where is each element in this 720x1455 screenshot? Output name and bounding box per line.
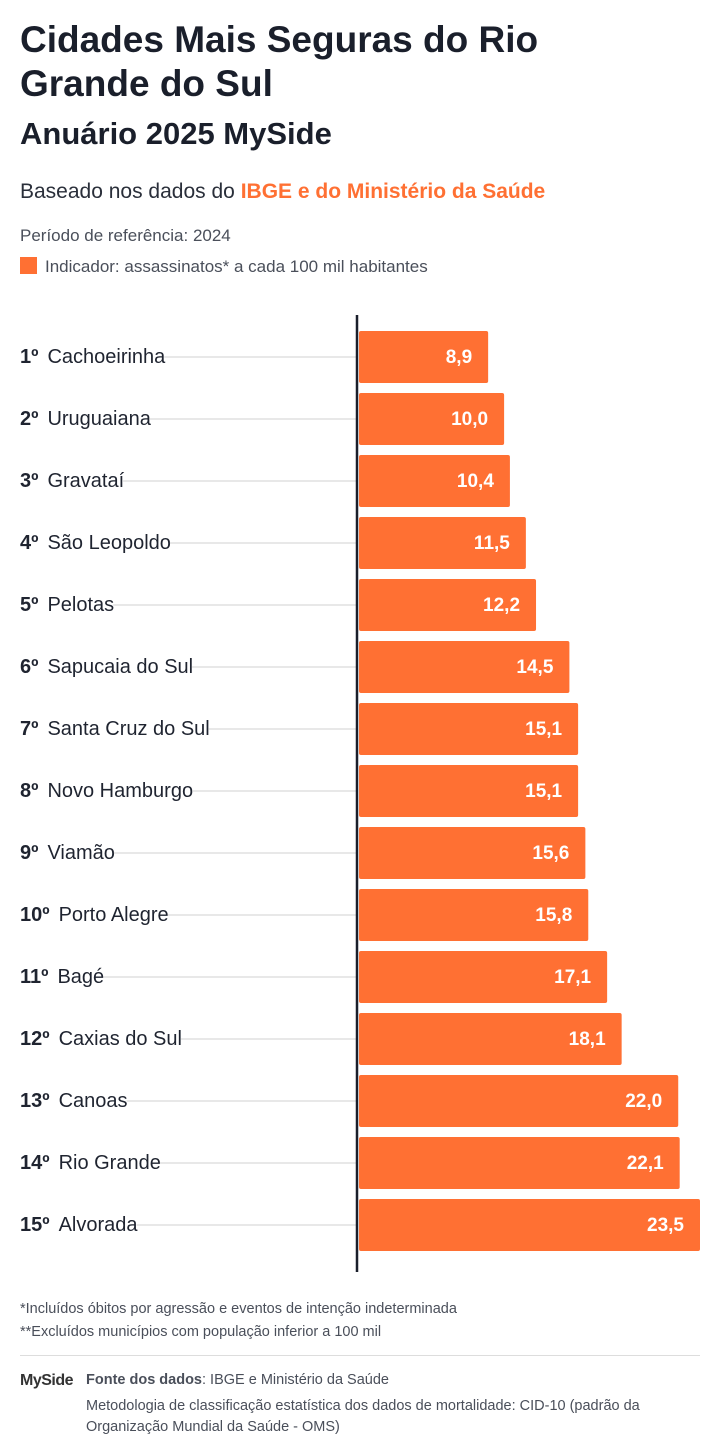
city: Viamão: [47, 842, 114, 864]
value-label: 22,0: [625, 1091, 662, 1112]
logo: MySide: [20, 1372, 74, 1389]
bar: [359, 393, 505, 445]
bar: [359, 331, 489, 383]
category-label: 2º Uruguaiana: [20, 408, 152, 430]
city: Gravataí: [47, 470, 124, 492]
city: Santa Cruz do Sul: [47, 718, 209, 740]
rank: 9º: [20, 842, 38, 864]
value-label: 15,1: [525, 719, 562, 740]
city: Uruguaiana: [47, 408, 151, 430]
rank: 3º: [20, 470, 38, 492]
rank: 11º: [20, 966, 48, 988]
city: Bagé: [57, 966, 104, 988]
city: Alvorada: [59, 1214, 139, 1236]
rank: 13º: [20, 1090, 50, 1112]
city: Rio Grande: [59, 1152, 161, 1174]
period: Período de referência: 2024: [20, 226, 231, 245]
rank: 7º: [20, 718, 38, 740]
value-label: 10,0: [451, 409, 488, 430]
rank: 8º: [20, 780, 38, 802]
bar: [359, 1013, 622, 1065]
category-label: 8º Novo Hamburgo: [20, 780, 193, 802]
chart: 1º Cachoeirinha 8,9 2º Uruguaiana 10,0 3º Grava…: [20, 315, 700, 1272]
value-label: 22,1: [627, 1153, 664, 1174]
value-label: 18,1: [569, 1029, 606, 1050]
bar: [359, 641, 570, 693]
value-label: 11,5: [474, 533, 510, 554]
bar: [359, 455, 510, 507]
bar: [359, 827, 586, 879]
rank: 6º: [20, 656, 38, 678]
city: São Leopoldo: [47, 532, 170, 554]
category-label: 7º Santa Cruz do Sul: [20, 718, 210, 740]
chart-title: Cidades Mais Seguras do Rio Grande do Su…: [20, 19, 539, 104]
rank: 12º: [20, 1028, 50, 1050]
value-label: 23,5: [647, 1215, 684, 1236]
bar: [359, 889, 589, 941]
bar: [359, 951, 608, 1003]
category-label: 10º Porto Alegre: [20, 904, 169, 926]
value-label: 12,2: [483, 595, 520, 616]
footer-source: Fonte dos dados: IBGE e Ministério da Sa…: [86, 1372, 389, 1388]
category-label: 13º Canoas: [20, 1090, 128, 1112]
bar: [359, 765, 579, 817]
city: Cachoeirinha: [47, 346, 166, 368]
bar: [359, 579, 537, 631]
rank: 5º: [20, 594, 38, 616]
rank: 15º: [20, 1214, 50, 1236]
category-label: 14º Rio Grande: [20, 1152, 161, 1174]
category-label: 15º Alvorada: [20, 1214, 138, 1236]
value-label: 15,8: [535, 905, 572, 926]
chart-subtitle: Anuário 2025 MySide: [20, 116, 332, 151]
value-label: 15,1: [525, 781, 562, 802]
category-label: 6º Sapucaia do Sul: [20, 656, 193, 678]
city: Canoas: [59, 1090, 128, 1112]
value-label: 17,1: [554, 967, 591, 988]
category-label: 11º Bagé: [20, 966, 104, 988]
source-label: Fonte dos dados: [86, 1372, 202, 1388]
category-label: 12º Caxias do Sul: [20, 1028, 182, 1050]
footnote: **Excluídos municípios com população inf…: [20, 1324, 382, 1340]
legend-label: Indicador: assassinatos* a cada 100 mil …: [45, 257, 428, 276]
legend-swatch: [20, 257, 37, 274]
value-label: 14,5: [516, 657, 553, 678]
value-label: 8,9: [446, 347, 472, 368]
source-text: : IBGE e Ministério da Saúde: [202, 1372, 389, 1388]
rank: 2º: [20, 408, 38, 430]
city: Sapucaia do Sul: [47, 656, 193, 678]
source-intro: Baseado nos dados do: [20, 180, 241, 203]
city: Novo Hamburgo: [47, 780, 193, 802]
city: Caxias do Sul: [59, 1028, 182, 1050]
category-label: 9º Viamão: [20, 842, 115, 864]
bar: [359, 517, 526, 569]
legend: Indicador: assassinatos* a cada 100 mil …: [20, 257, 428, 277]
category-label: 1º Cachoeirinha: [20, 346, 166, 368]
separator: [20, 1355, 700, 1356]
value-label: 10,4: [457, 471, 494, 492]
bar: [359, 1075, 679, 1127]
rank: 1º: [20, 346, 38, 368]
city: Pelotas: [47, 594, 114, 616]
category-label: 3º Gravataí: [20, 470, 125, 492]
category-label: 4º São Leopoldo: [20, 532, 171, 554]
rank: 10º: [20, 904, 50, 926]
source-highlight: IBGE e do Ministério da Saúde: [240, 180, 546, 203]
footnote: *Incluídos óbitos por agressão e eventos…: [20, 1301, 457, 1317]
rank: 14º: [20, 1152, 50, 1174]
city: Porto Alegre: [59, 904, 169, 926]
bar: [359, 1199, 700, 1251]
bar: [359, 703, 579, 755]
value-label: 15,6: [532, 843, 569, 864]
category-label: 5º Pelotas: [20, 594, 114, 616]
bar: [359, 1137, 680, 1189]
rank: 4º: [20, 532, 38, 554]
source-line: Baseado nos dados do IBGE e do Ministéri…: [20, 180, 545, 204]
methodology: Metodologia de classificação estatística…: [86, 1398, 640, 1435]
